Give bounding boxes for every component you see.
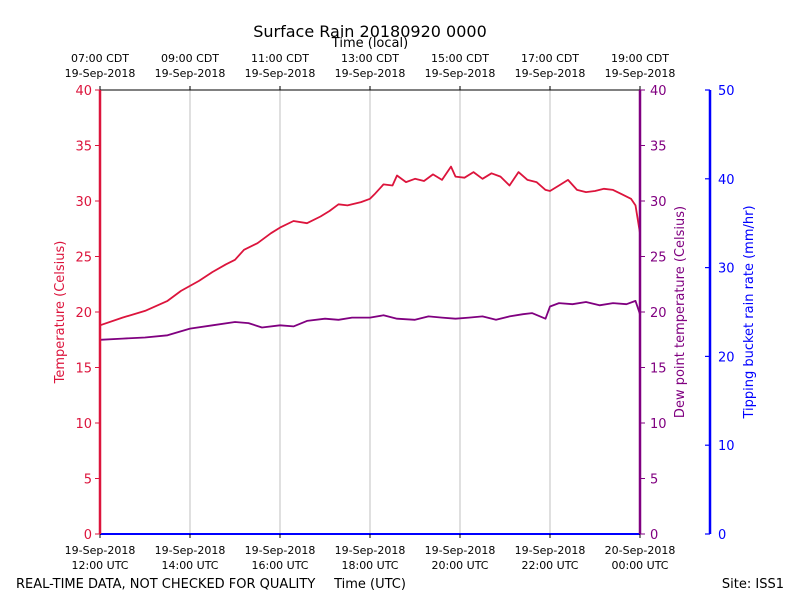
dewpoint-axis-label: Dew point temperature (Celsius) xyxy=(673,206,688,418)
dewpoint-tick-label: 5 xyxy=(650,473,658,488)
top-tick-label-time: 15:00 CDT xyxy=(431,52,489,65)
x-tick-label-date: 19-Sep-2018 xyxy=(335,544,406,557)
rain-tick-label: 10 xyxy=(718,439,735,454)
top-tick-label-date: 19-Sep-2018 xyxy=(515,67,586,80)
temperature-tick-label: 30 xyxy=(75,195,92,210)
top-tick-label-date: 19-Sep-2018 xyxy=(335,67,406,80)
dewpoint-tick-label: 25 xyxy=(650,251,667,266)
chart-title: Surface Rain 20180920 0000 xyxy=(253,22,487,41)
temperature-tick-label: 25 xyxy=(75,251,92,266)
dewpoint-tick-label: 40 xyxy=(650,84,667,99)
dewpoint-tick-label: 10 xyxy=(650,417,667,432)
dewpoint-tick-label: 20 xyxy=(650,306,667,321)
x-tick-label-date: 19-Sep-2018 xyxy=(155,544,226,557)
dewpoint-line xyxy=(99,299,641,341)
x-tick-label-time: 20:00 UTC xyxy=(431,559,488,572)
rain-tick-label: 40 xyxy=(718,173,735,188)
rain-axis-label: Tipping bucket rain rate (mm/hr) xyxy=(742,205,757,419)
x-tick-label-date: 19-Sep-2018 xyxy=(515,544,586,557)
x-tick-label-time: 16:00 UTC xyxy=(251,559,308,572)
rain-tick-label: 30 xyxy=(718,262,735,277)
temperature-tick-label: 0 xyxy=(84,528,92,543)
top-tick-label-date: 19-Sep-2018 xyxy=(425,67,496,80)
top-tick-label-time: 07:00 CDT xyxy=(71,52,129,65)
x-tick-label-time: 22:00 UTC xyxy=(521,559,578,572)
rain-tick-label: 0 xyxy=(718,528,726,543)
x-tick-label-time: 00:00 UTC xyxy=(611,559,668,572)
dewpoint-tick-label: 0 xyxy=(650,528,658,543)
x-tick-label-date: 19-Sep-2018 xyxy=(245,544,316,557)
rain-tick-label: 20 xyxy=(718,350,735,365)
quality-disclaimer: REAL-TIME DATA, NOT CHECKED FOR QUALITY xyxy=(16,577,315,592)
top-tick-label-time: 09:00 CDT xyxy=(161,52,219,65)
temperature-tick-label: 20 xyxy=(75,306,92,321)
temperature-tick-label: 10 xyxy=(75,417,92,432)
top-tick-label-time: 19:00 CDT xyxy=(611,52,669,65)
top-tick-label-time: 11:00 CDT xyxy=(251,52,309,65)
x-tick-label-time: 12:00 UTC xyxy=(71,559,128,572)
top-tick-label-date: 19-Sep-2018 xyxy=(65,67,136,80)
dewpoint-tick-label: 15 xyxy=(650,362,667,377)
top-tick-label-time: 13:00 CDT xyxy=(341,52,399,65)
top-axis-title: Time (local) xyxy=(331,36,408,51)
x-tick-label-date: 19-Sep-2018 xyxy=(425,544,496,557)
x-tick-label-date: 19-Sep-2018 xyxy=(65,544,136,557)
temperature-axis-label: Temperature (Celsius) xyxy=(53,241,68,385)
top-tick-label-time: 17:00 CDT xyxy=(521,52,579,65)
x-tick-label-time: 14:00 UTC xyxy=(161,559,218,572)
temperature-tick-label: 5 xyxy=(84,473,92,488)
top-tick-label-date: 19-Sep-2018 xyxy=(155,67,226,80)
dewpoint-tick-label: 35 xyxy=(650,140,667,155)
x-tick-label-time: 18:00 UTC xyxy=(341,559,398,572)
site-label: Site: ISS1 xyxy=(722,577,784,592)
temperature-tick-label: 15 xyxy=(75,362,92,377)
rain-tick-label: 50 xyxy=(718,84,735,99)
top-tick-label-date: 19-Sep-2018 xyxy=(605,67,676,80)
top-tick-label-date: 19-Sep-2018 xyxy=(245,67,316,80)
x-axis-label: Time (UTC) xyxy=(333,577,406,592)
temperature-line xyxy=(99,165,641,327)
x-tick-label-date: 20-Sep-2018 xyxy=(605,544,676,557)
dewpoint-tick-label: 30 xyxy=(650,195,667,210)
temperature-tick-label: 35 xyxy=(75,140,92,155)
axis-ticks: 19-Sep-2018 12:00 UTC 19-Sep-2018 14:00 UTC… xyxy=(65,52,735,572)
temperature-tick-label: 40 xyxy=(75,84,92,99)
grid-lines xyxy=(189,90,551,534)
